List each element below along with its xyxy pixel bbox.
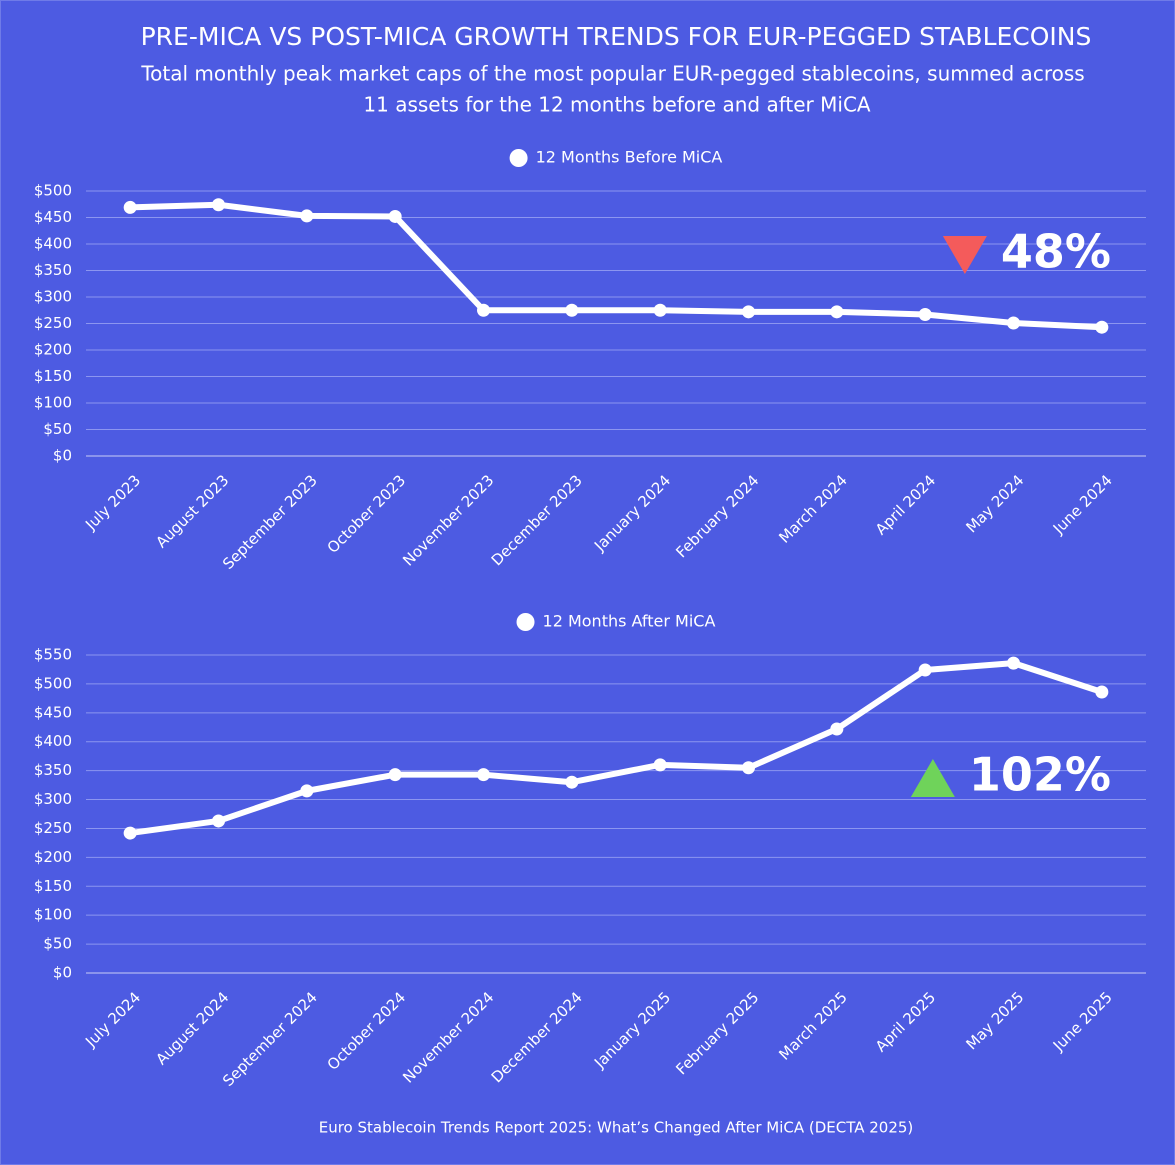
y-tick-label: $150: [34, 877, 72, 895]
y-tick-label: $550: [34, 646, 72, 664]
y-tick-label: $350: [34, 761, 72, 779]
data-point: [388, 209, 402, 223]
data-point: [1007, 316, 1020, 330]
data-point: [565, 303, 579, 317]
data-point: [477, 768, 490, 782]
y-tick-label: $200: [34, 848, 72, 866]
y-tick-label: $500: [34, 674, 72, 692]
legend-marker: [516, 613, 535, 631]
data-point: [830, 305, 844, 319]
y-tick-label: $300: [34, 288, 72, 306]
legend-label: 12 Months Before MiCA: [536, 148, 723, 167]
y-tick-label: $250: [34, 314, 72, 332]
y-tick-label: $350: [34, 261, 72, 279]
y-tick-label: $300: [34, 790, 72, 808]
title: PRE-MICA VS POST-MICA GROWTH TRENDS FOR …: [141, 22, 1092, 51]
data-point: [123, 200, 137, 214]
y-tick-label: $500: [34, 182, 72, 200]
data-point: [212, 814, 225, 828]
y-tick-label: $250: [34, 819, 72, 837]
data-point: [300, 209, 314, 223]
data-point: [300, 784, 314, 798]
legend-label: 12 Months After MiCA: [543, 612, 716, 631]
y-tick-label: $50: [43, 935, 72, 953]
data-point: [123, 826, 137, 840]
subtitle: Total monthly peak market caps of the mo…: [140, 62, 1084, 86]
data-point: [742, 761, 755, 775]
y-tick-label: $400: [34, 235, 72, 253]
y-tick-label: $200: [34, 341, 72, 359]
data-point: [1007, 656, 1020, 670]
y-tick-label: $100: [34, 394, 72, 412]
data-point: [565, 775, 579, 789]
annotation-arrow: [942, 236, 987, 274]
data-point: [477, 303, 490, 317]
y-tick-label: $150: [34, 367, 72, 385]
subtitle: 11 assets for the 12 months before and a…: [363, 93, 871, 117]
data-point: [1095, 320, 1109, 334]
data-point: [653, 303, 667, 317]
data-point: [1095, 685, 1109, 699]
legend-marker: [509, 149, 528, 167]
data-point: [918, 663, 932, 677]
y-tick-label: $450: [34, 703, 72, 721]
data-point: [742, 305, 755, 319]
y-tick-label: $0: [53, 964, 72, 982]
y-tick-label: $50: [43, 420, 72, 438]
data-point: [830, 722, 844, 736]
data-point: [388, 768, 402, 782]
annotation: 102%: [969, 748, 1111, 802]
annotation-arrow: [910, 759, 955, 797]
data-point: [212, 198, 225, 212]
source: Euro Stablecoin Trends Report 2025: What…: [319, 1119, 914, 1137]
y-tick-label: $400: [34, 732, 72, 750]
y-tick-label: $450: [34, 208, 72, 226]
series-line: [129, 660, 1103, 837]
annotation: 48%: [1001, 225, 1111, 279]
y-tick-label: $0: [53, 447, 72, 465]
data-point: [653, 758, 667, 772]
data-point: [918, 307, 932, 321]
y-tick-label: $100: [34, 906, 72, 924]
series-line: [130, 201, 1102, 331]
